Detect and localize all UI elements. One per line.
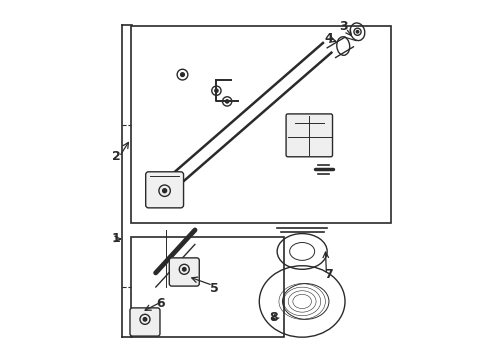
Text: 2: 2 <box>112 150 121 163</box>
Text: 8: 8 <box>270 311 278 324</box>
Circle shape <box>356 31 359 33</box>
Circle shape <box>182 267 186 271</box>
Text: 7: 7 <box>324 268 333 281</box>
FancyBboxPatch shape <box>169 258 199 286</box>
FancyBboxPatch shape <box>146 172 184 208</box>
FancyBboxPatch shape <box>286 114 333 157</box>
Text: 4: 4 <box>324 32 333 45</box>
FancyBboxPatch shape <box>130 308 160 336</box>
Text: 5: 5 <box>210 283 219 296</box>
Text: 6: 6 <box>157 297 165 310</box>
FancyBboxPatch shape <box>131 237 284 337</box>
FancyBboxPatch shape <box>131 26 392 223</box>
Circle shape <box>143 318 147 321</box>
Circle shape <box>163 189 167 193</box>
Circle shape <box>225 100 229 103</box>
Text: 3: 3 <box>339 20 347 33</box>
Text: 1: 1 <box>112 233 121 246</box>
Circle shape <box>181 73 184 76</box>
Circle shape <box>215 89 218 92</box>
